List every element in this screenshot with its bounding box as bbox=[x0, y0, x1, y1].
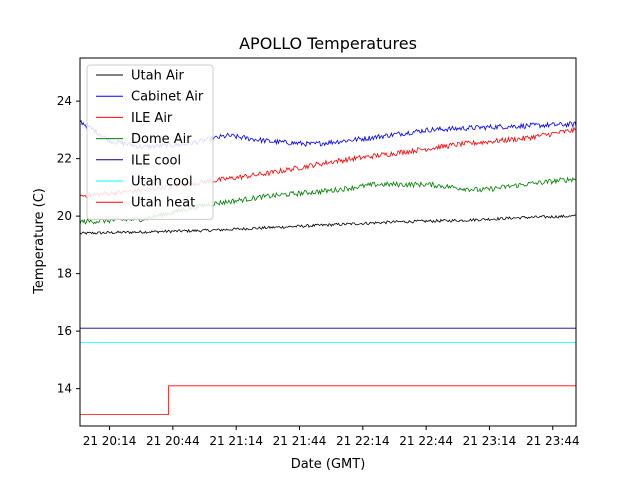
series-line-utah-air bbox=[79, 214, 577, 235]
y-tick-label: 20 bbox=[57, 209, 72, 223]
x-tick-label: 21 20:14 bbox=[83, 434, 137, 448]
legend-label: Utah Air bbox=[131, 69, 184, 84]
x-tick-label: 21 21:44 bbox=[273, 434, 327, 448]
legend-label: ILE cool bbox=[131, 153, 181, 168]
x-tick-label: 21 21:14 bbox=[209, 434, 263, 448]
y-tick-label: 18 bbox=[57, 267, 72, 281]
legend-label: Utah cool bbox=[131, 175, 193, 190]
series-line-utah-heat bbox=[80, 385, 576, 415]
x-tick-label: 21 22:14 bbox=[336, 434, 390, 448]
x-tick-label: 21 23:44 bbox=[526, 434, 580, 448]
legend-label: ILE Air bbox=[131, 111, 173, 126]
axes: 14 16 18 20 22 24 21 20:14 21 20:44 21 21:14 21 2… bbox=[57, 57, 580, 448]
legend-label: Cabinet Air bbox=[131, 90, 204, 105]
legend-label: Utah heat bbox=[131, 196, 195, 211]
y-tick-label: 14 bbox=[57, 382, 72, 396]
plot-frame bbox=[79, 57, 577, 427]
y-tick-label: 16 bbox=[57, 324, 72, 338]
legend-label: Dome Air bbox=[131, 132, 192, 147]
x-tick-label: 21 23:14 bbox=[463, 434, 517, 448]
x-tick-label: 21 20:44 bbox=[146, 434, 200, 448]
chart-title: APOLLO Temperatures bbox=[239, 34, 417, 53]
legend: Utah Air Cabinet Air ILE Air Dome Air ILE co… bbox=[86, 64, 214, 220]
y-tick-label: 22 bbox=[57, 152, 72, 166]
y-tick-label: 24 bbox=[57, 94, 72, 108]
x-axis-label: Date (GMT) bbox=[291, 457, 366, 472]
y-axis-label: Temperature (C) bbox=[32, 188, 47, 295]
x-tick-label: 21 22:44 bbox=[399, 434, 453, 448]
